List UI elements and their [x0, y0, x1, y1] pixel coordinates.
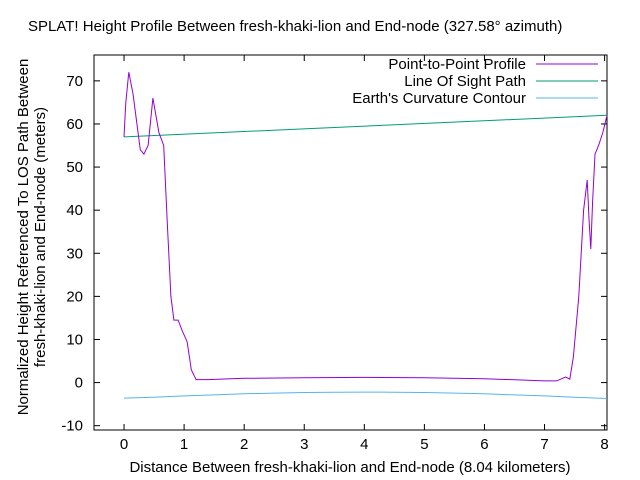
y-tick-label: 20: [66, 288, 83, 305]
legend-label: Line Of Sight Path: [404, 73, 526, 90]
legend-label: Earth's Curvature Contour: [352, 90, 526, 107]
profile-line: [123, 72, 608, 382]
plot-frame: [93, 54, 608, 431]
legend-label: Point-to-Point Profile: [388, 56, 526, 73]
x-axis-ticks: 0 1 2 3 4 5 6 7 8: [120, 55, 609, 453]
line-of-sight-line: [123, 114, 608, 138]
y-tick-label: 70: [66, 73, 83, 90]
y-tick-label: 40: [66, 202, 83, 219]
legend-profile: Point-to-Point Profile: [388, 56, 598, 73]
x-tick-label: 5: [420, 436, 428, 453]
y-tick-label: 60: [66, 116, 83, 133]
x-tick-label: 3: [300, 436, 308, 453]
y-tick-label: 50: [66, 159, 83, 176]
curvature-line: [123, 391, 608, 399]
y-axis-label-line-2: fresh-khaki-lion and End-node (meters): [32, 107, 49, 367]
x-tick-label: 7: [540, 436, 548, 453]
legend-line-of-sight: Line Of Sight Path: [404, 73, 598, 90]
y-tick-label: 0: [75, 375, 83, 392]
y-axis-label-line-1: Normalized Height Referenced To LOS Path…: [15, 59, 32, 416]
x-tick-label: 6: [480, 436, 488, 453]
x-tick-label: 8: [600, 436, 608, 453]
y-tick-label: 10: [66, 331, 83, 348]
y-axis-ticks: -10 0 10 20 30 40 50 60 70: [61, 73, 607, 435]
x-tick-label: 2: [240, 436, 248, 453]
y-tick-label: 30: [66, 245, 83, 262]
x-tick-label: 0: [120, 436, 128, 453]
series-layer: [123, 72, 608, 399]
x-tick-label: 4: [360, 436, 368, 453]
x-axis-label: Distance Between fresh-khaki-lion and En…: [129, 459, 570, 476]
chart-title: SPLAT! Height Profile Between fresh-khak…: [28, 18, 562, 35]
x-tick-label: 1: [180, 436, 188, 453]
legend-curvature: Earth's Curvature Contour: [352, 90, 598, 107]
y-tick-label: -10: [61, 418, 83, 435]
